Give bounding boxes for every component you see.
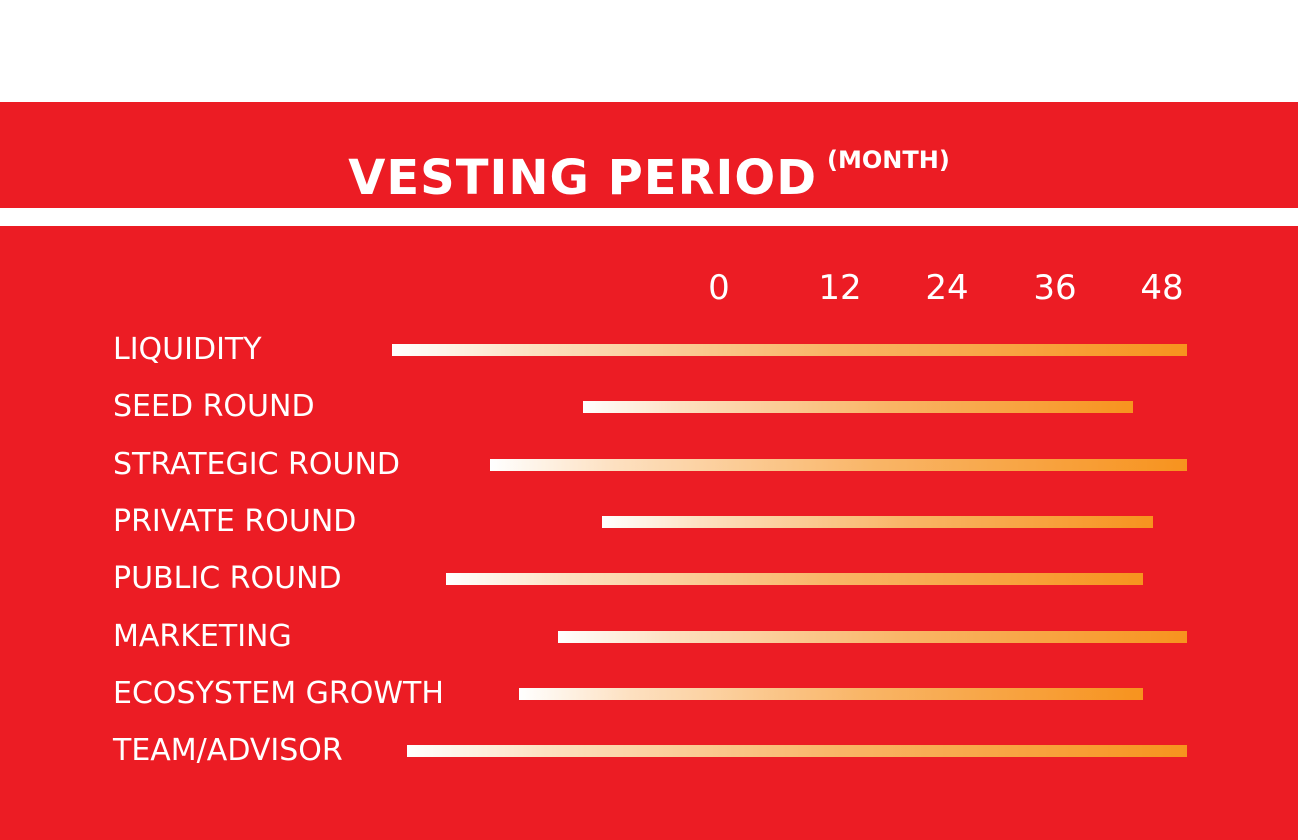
vesting-bar	[519, 687, 1144, 700]
category-label: MARKETING	[113, 618, 292, 654]
category-label: TEAM/ADVISOR	[113, 733, 343, 769]
category-label: ECOSYSTEM GROWTH	[113, 675, 444, 711]
vesting-bar	[407, 745, 1187, 758]
x-tick-label: 36	[1033, 268, 1077, 308]
category-label: PUBLIC ROUND	[113, 561, 342, 597]
vesting-bar	[558, 630, 1187, 643]
category-label: PRIVATE ROUND	[113, 503, 357, 539]
vesting-bar	[446, 573, 1144, 586]
x-tick-label: 24	[925, 268, 969, 308]
vesting-bar	[392, 344, 1187, 356]
vesting-bar	[582, 401, 1134, 414]
title-band	[0, 102, 1298, 208]
x-tick-label: 0	[708, 268, 730, 308]
category-label: SEED ROUND	[113, 389, 315, 425]
vesting-bar	[602, 515, 1153, 528]
category-label: LIQUIDITY	[113, 332, 262, 367]
category-label: STRATEGIC ROUND	[113, 446, 401, 482]
chart-title: VESTING PERIOD (MONTH)	[0, 132, 1298, 206]
vesting-bar	[489, 458, 1187, 471]
chart-panel	[0, 226, 1298, 840]
chart-title-main: VESTING PERIOD	[348, 150, 818, 206]
x-tick-label: 48	[1140, 268, 1184, 308]
x-tick-label: 12	[818, 268, 862, 308]
chart-title-unit: (MONTH)	[827, 146, 950, 174]
